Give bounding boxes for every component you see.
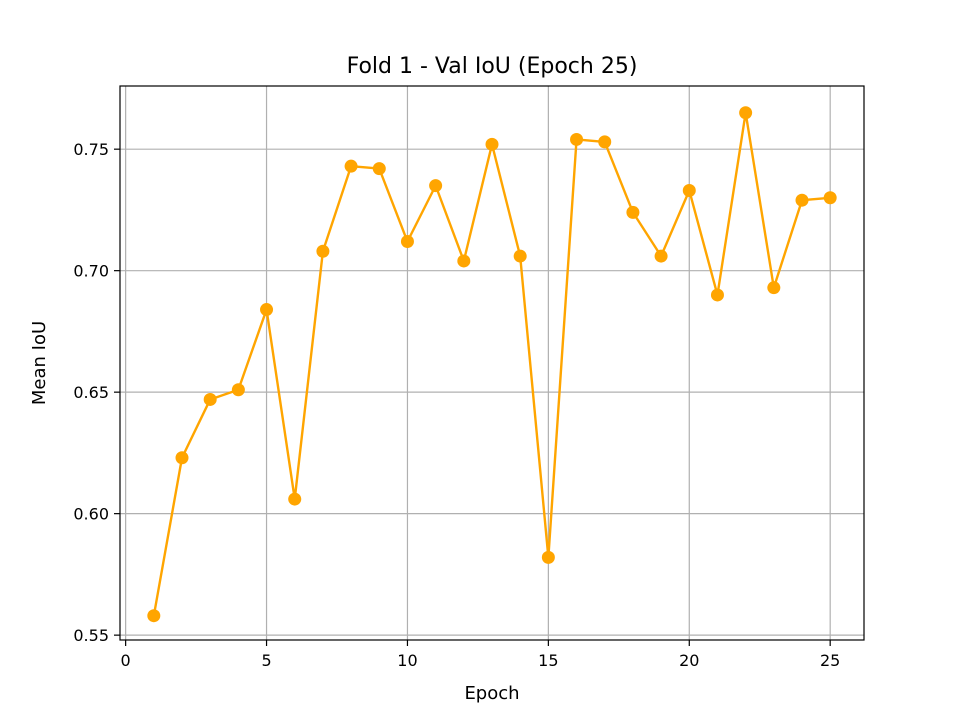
x-tick-label: 20 [679, 651, 699, 670]
data-point [457, 254, 471, 268]
data-point [147, 609, 161, 623]
data-point [288, 492, 302, 506]
data-point [175, 451, 189, 465]
data-point [541, 550, 555, 564]
data-point [823, 191, 837, 205]
data-point [795, 193, 809, 207]
data-point [372, 162, 386, 176]
y-tick-label: 0.55 [73, 626, 109, 645]
data-point [513, 249, 527, 263]
data-point [626, 205, 640, 219]
data-point [767, 281, 781, 295]
chart-title: Fold 1 - Val IoU (Epoch 25) [347, 54, 638, 79]
y-axis-label: Mean IoU [29, 321, 50, 405]
x-tick-label: 15 [538, 651, 558, 670]
x-tick-label: 10 [397, 651, 417, 670]
data-point [400, 235, 414, 249]
y-tick-label: 0.60 [73, 505, 109, 524]
x-axis-label: Epoch [464, 683, 519, 704]
y-tick-label: 0.65 [73, 383, 109, 402]
y-tick-label: 0.70 [73, 262, 109, 281]
data-point [485, 137, 499, 151]
data-point [344, 159, 358, 173]
data-point [654, 249, 668, 263]
data-point [570, 132, 584, 146]
data-point [203, 392, 217, 406]
data-point [231, 383, 245, 397]
data-point [739, 106, 753, 120]
series-group [147, 106, 837, 623]
data-point [260, 303, 274, 317]
data-point [598, 135, 612, 149]
data-point [316, 244, 330, 258]
x-tick-label: 5 [261, 651, 271, 670]
plot-area-frame [119, 85, 865, 641]
data-point [682, 183, 696, 197]
x-tick-label: 25 [820, 651, 840, 670]
data-point [710, 288, 724, 302]
grid-lines [120, 86, 864, 640]
y-tick-label: 0.75 [73, 140, 109, 159]
axis-ticks: 0 5 10 15 20 25 0.55 0.60 0.65 0.70 0.75 [73, 140, 840, 670]
x-tick-label: 0 [121, 651, 131, 670]
data-point [429, 179, 443, 193]
